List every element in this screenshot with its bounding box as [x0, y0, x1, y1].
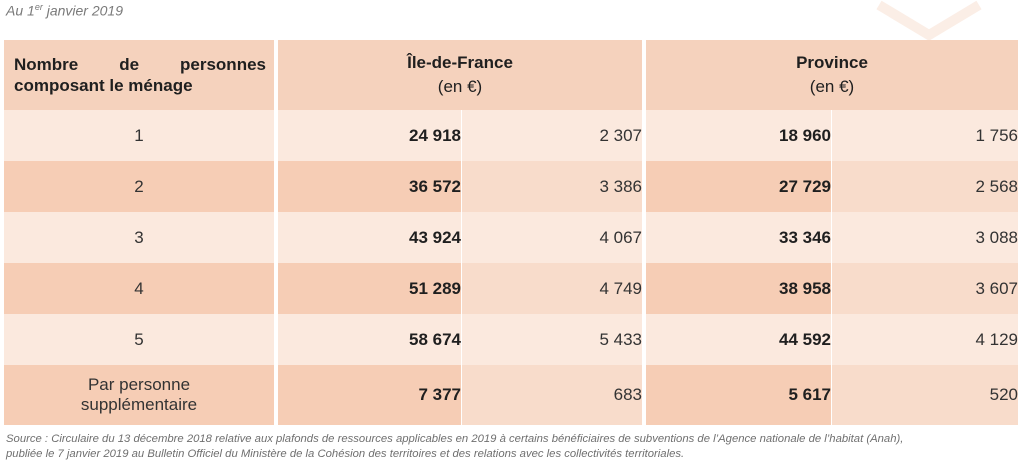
- province-increment-cell: 2 568: [831, 161, 1018, 212]
- household-size-header: Nombre de personnes composant le ménage: [4, 40, 274, 110]
- province-increment-cell: 1 756: [831, 110, 1018, 161]
- household-size-header-text: Nombre de personnes composant le ménage: [14, 55, 266, 95]
- ile-de-france-title: Île-de-France: [407, 53, 513, 72]
- table-row: 3 43 924 4 067 33 346 3 088: [4, 212, 1018, 263]
- ile-de-france-unit: (en €): [437, 77, 483, 96]
- idf-ceiling-cell: 58 674: [278, 314, 461, 365]
- source-line-1: Source : Circulaire du 13 décembre 2018 …: [6, 433, 904, 445]
- household-size-cell: 5: [4, 314, 274, 365]
- province-ceiling-cell: 44 592: [646, 314, 831, 365]
- idf-increment-cell: 3 386: [461, 161, 642, 212]
- ile-de-france-header: Île-de-France (en €): [278, 40, 642, 110]
- idf-increment-cell: 4 067: [461, 212, 642, 263]
- income-ceiling-table: Nombre de personnes composant le ménage …: [4, 40, 1018, 425]
- date-prefix: Au 1: [6, 2, 35, 19]
- province-ceiling-cell: 33 346: [646, 212, 831, 263]
- table-row: Par personne supplémentaire 7 377 683 5 …: [4, 365, 1018, 425]
- household-size-cell: 4: [4, 263, 274, 314]
- extra-person-label-line2: supplémentaire: [80, 395, 198, 414]
- date-superscript: er: [34, 2, 43, 12]
- household-size-cell: 2: [4, 161, 274, 212]
- idf-increment-cell: 5 433: [461, 314, 642, 365]
- source-line-2: publiée le 7 janvier 2019 au Bulletin Of…: [6, 448, 685, 460]
- household-size-cell: 1: [4, 110, 274, 161]
- household-size-cell: 3: [4, 212, 274, 263]
- idf-ceiling-cell: 24 918: [278, 110, 461, 161]
- header-row: Nombre de personnes composant le ménage …: [4, 40, 1018, 110]
- idf-increment-cell: 4 749: [461, 263, 642, 314]
- extra-person-label-line1: Par personne: [87, 375, 191, 394]
- watermark-logo-icon: [876, 0, 982, 40]
- province-ceiling-cell: 18 960: [646, 110, 831, 161]
- date-caption: Au 1er janvier 2019: [6, 2, 123, 19]
- date-suffix: janvier 2019: [42, 2, 123, 19]
- household-size-cell: Par personne supplémentaire: [4, 365, 274, 425]
- province-header: Province (en €): [646, 40, 1018, 110]
- province-ceiling-cell: 38 958: [646, 263, 831, 314]
- province-ceiling-cell: 5 617: [646, 365, 831, 425]
- idf-increment-cell: 2 307: [461, 110, 642, 161]
- table-row: 2 36 572 3 386 27 729 2 568: [4, 161, 1018, 212]
- province-increment-cell: 3 607: [831, 263, 1018, 314]
- province-title: Province: [796, 53, 868, 72]
- province-increment-cell: 4 129: [831, 314, 1018, 365]
- province-increment-cell: 3 088: [831, 212, 1018, 263]
- idf-ceiling-cell: 7 377: [278, 365, 461, 425]
- table-row: 5 58 674 5 433 44 592 4 129: [4, 314, 1018, 365]
- table-row: 4 51 289 4 749 38 958 3 607: [4, 263, 1018, 314]
- table-row: 1 24 918 2 307 18 960 1 756: [4, 110, 1018, 161]
- province-increment-cell: 520: [831, 365, 1018, 425]
- province-ceiling-cell: 27 729: [646, 161, 831, 212]
- idf-increment-cell: 683: [461, 365, 642, 425]
- idf-ceiling-cell: 51 289: [278, 263, 461, 314]
- idf-ceiling-cell: 43 924: [278, 212, 461, 263]
- province-unit: (en €): [809, 77, 855, 96]
- source-note: Source : Circulaire du 13 décembre 2018 …: [6, 432, 1016, 462]
- idf-ceiling-cell: 36 572: [278, 161, 461, 212]
